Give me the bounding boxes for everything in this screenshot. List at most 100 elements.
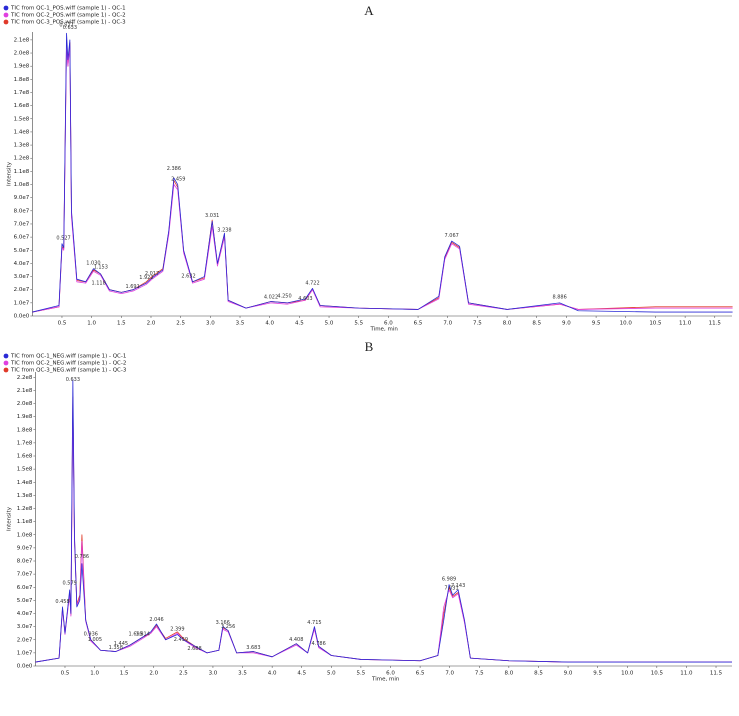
y-tick-label: 1.5e8 <box>17 467 33 473</box>
y-tick-label: 2.0e8 <box>14 51 30 57</box>
x-tick-label: 9.5 <box>592 321 601 327</box>
y-tick-label: 6.0e7 <box>14 235 30 241</box>
x-tick-label: 0.5 <box>61 671 70 677</box>
peak-label: 4.786 <box>311 641 325 647</box>
peak-label: 3.031 <box>205 213 219 219</box>
y-tick-label: 1.9e8 <box>14 64 30 70</box>
x-tick-label: 5.5 <box>357 671 366 677</box>
y-tick-label: 8.0e7 <box>17 559 33 565</box>
peak-label: 1.814 <box>136 632 150 638</box>
series-line <box>35 403 732 663</box>
peak-label: 7.143 <box>451 583 465 589</box>
peak-label: 0.633 <box>66 377 80 383</box>
y-tick-label: 1.0e8 <box>14 182 30 188</box>
peak-label: 1.691 <box>125 284 139 290</box>
y-tick-label: 1.1e8 <box>17 519 33 525</box>
y-tick-label: 2.2e8 <box>17 375 33 381</box>
legend-label: TIC from QC-1_POS.wiff (sample 1) - QC-1 <box>10 6 126 12</box>
x-tick-label: 8.0 <box>503 321 512 327</box>
series-line <box>32 46 733 313</box>
y-tick-label: 2.0e7 <box>14 287 30 293</box>
peak-label: 1.445 <box>114 641 128 647</box>
x-tick-label: 5.5 <box>354 321 363 327</box>
y-tick-label: 1.0e8 <box>17 532 33 538</box>
x-tick-label: 4.5 <box>295 321 304 327</box>
y-tick-label: 5.0e7 <box>14 248 30 254</box>
legend-label: TIC from QC-1_NEG.wiff (sample 1) - QC-1 <box>10 354 126 360</box>
x-tick-label: 7.0 <box>443 321 452 327</box>
x-tick-label: 2.0 <box>147 321 156 327</box>
y-tick-label: 1.8e8 <box>14 77 30 83</box>
x-tick-label: 11.0 <box>679 321 692 327</box>
x-axis-label: Time, min <box>371 677 400 683</box>
x-tick-label: 7.5 <box>475 671 484 677</box>
x-tick-label: 2.5 <box>176 321 185 327</box>
x-tick-label: 3.0 <box>209 671 218 677</box>
y-tick-label: 6.0e7 <box>17 585 33 591</box>
y-tick-label: 1.5e8 <box>14 116 30 122</box>
peak-label: 3.683 <box>246 645 260 651</box>
x-tick-label: 1.5 <box>117 321 126 327</box>
y-tick-label: 9.0e7 <box>17 545 33 551</box>
y-tick-label: 1.0e7 <box>17 650 33 656</box>
y-tick-label: 9.0e7 <box>14 195 30 201</box>
legend-marker <box>3 19 9 25</box>
y-tick-label: 3.0e7 <box>14 274 30 280</box>
peak-label: 1.695 <box>129 632 143 638</box>
peak-label: 2.459 <box>174 637 188 643</box>
legend-marker <box>3 360 9 366</box>
legend-label: TIC from QC-2_POS.wiff (sample 1) - QC-2 <box>10 13 126 19</box>
y-axis-label: Intensity <box>7 161 13 186</box>
peak-label: 2.046 <box>149 617 163 623</box>
legend-label: TIC from QC-2_NEG.wiff (sample 1) - QC-2 <box>10 361 126 367</box>
legend-marker <box>3 5 9 11</box>
y-tick-label: 1.2e8 <box>14 156 30 162</box>
peak-label: 2.688 <box>187 646 201 652</box>
y-tick-label: 0.0e0 <box>17 664 33 670</box>
x-tick-label: 10.5 <box>649 321 662 327</box>
y-tick-label: 8.0e7 <box>14 208 30 214</box>
y-tick-label: 1.2e8 <box>17 506 33 512</box>
peak-label: 3.256 <box>221 624 235 630</box>
peak-label: 1.153 <box>94 264 108 270</box>
y-tick-label: 1.9e8 <box>17 414 33 420</box>
peak-label: 7.067 <box>445 233 459 239</box>
y-tick-label: 3.0e7 <box>17 624 33 630</box>
peak-label: 1.358 <box>109 645 123 651</box>
x-tick-label: 7.0 <box>445 671 454 677</box>
y-tick-label: 1.7e8 <box>14 90 30 96</box>
peak-label: 4.603 <box>298 296 312 302</box>
peak-label: 0.579 <box>63 580 77 586</box>
y-tick-label: 7.0e7 <box>17 572 33 578</box>
x-tick-label: 6.5 <box>416 671 425 677</box>
y-tick-label: 2.0e7 <box>17 637 33 643</box>
x-tick-label: 9.0 <box>564 671 573 677</box>
x-tick-label: 3.5 <box>236 321 245 327</box>
y-tick-label: 1.8e8 <box>17 427 33 433</box>
y-tick-label: 1.4e8 <box>17 480 33 486</box>
series-line <box>32 39 733 313</box>
x-tick-label: 11.5 <box>709 321 722 327</box>
series-line <box>35 396 732 663</box>
peak-label: 1.922 <box>139 275 153 281</box>
x-tick-label: 11.0 <box>680 671 693 677</box>
chart-title: B <box>365 339 374 354</box>
y-tick-label: 2.1e8 <box>17 388 33 394</box>
peak-label: 2.399 <box>170 626 184 632</box>
y-tick-label: 1.3e8 <box>14 143 30 149</box>
x-tick-label: 1.0 <box>90 671 99 677</box>
peak-label: 0.786 <box>75 554 89 560</box>
peak-label: 7.031 <box>444 586 458 592</box>
peak-label: 3.166 <box>216 620 230 626</box>
x-tick-label: 1.5 <box>120 671 129 677</box>
peak-label: 1.005 <box>88 637 102 643</box>
peak-label: 2.632 <box>181 274 195 280</box>
x-tick-label: 2.5 <box>179 671 188 677</box>
y-tick-label: 2.0e8 <box>17 401 33 407</box>
x-tick-label: 11.5 <box>710 671 723 677</box>
y-tick-label: 7.0e7 <box>14 221 30 227</box>
x-tick-label: 9.0 <box>562 321 571 327</box>
x-tick-label: 6.5 <box>414 321 423 327</box>
